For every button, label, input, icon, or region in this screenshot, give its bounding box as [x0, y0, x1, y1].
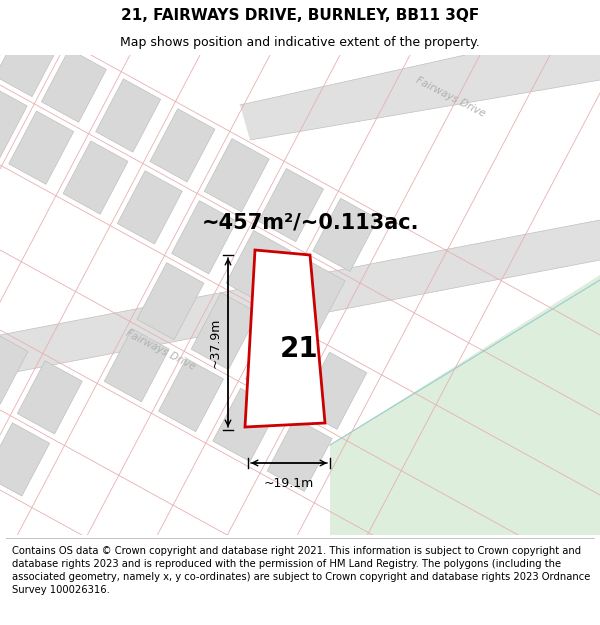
Text: 21: 21	[280, 335, 318, 362]
Text: Contains OS data © Crown copyright and database right 2021. This information is : Contains OS data © Crown copyright and d…	[12, 546, 590, 596]
Text: ~19.1m: ~19.1m	[264, 477, 314, 490]
Polygon shape	[245, 322, 313, 399]
Polygon shape	[240, 25, 600, 140]
Text: Fairways Drive: Fairways Drive	[413, 75, 487, 119]
Polygon shape	[63, 141, 128, 214]
Polygon shape	[150, 109, 215, 182]
Polygon shape	[226, 231, 291, 304]
Polygon shape	[313, 198, 378, 271]
Polygon shape	[104, 329, 169, 402]
Text: ~37.9m: ~37.9m	[209, 318, 222, 368]
Text: ~457m²/~0.113ac.: ~457m²/~0.113ac.	[201, 213, 419, 233]
Polygon shape	[0, 331, 28, 404]
Polygon shape	[158, 359, 224, 432]
Polygon shape	[0, 23, 60, 97]
Polygon shape	[41, 49, 106, 122]
Text: 21, FAIRWAYS DRIVE, BURNLEY, BB11 3QF: 21, FAIRWAYS DRIVE, BURNLEY, BB11 3QF	[121, 8, 479, 23]
Polygon shape	[330, 275, 600, 535]
Polygon shape	[280, 261, 345, 334]
Polygon shape	[191, 292, 258, 369]
Polygon shape	[17, 361, 82, 434]
Polygon shape	[259, 169, 323, 242]
Polygon shape	[0, 220, 600, 375]
Polygon shape	[204, 139, 269, 212]
Polygon shape	[118, 171, 182, 244]
Polygon shape	[137, 262, 204, 340]
Polygon shape	[267, 418, 332, 491]
Polygon shape	[245, 250, 325, 427]
Polygon shape	[172, 201, 236, 274]
Polygon shape	[9, 111, 74, 184]
Polygon shape	[213, 388, 278, 461]
Polygon shape	[0, 423, 50, 496]
Polygon shape	[95, 79, 161, 152]
Polygon shape	[0, 86, 27, 159]
Polygon shape	[300, 352, 367, 429]
Text: Fairways Drive: Fairways Drive	[124, 328, 196, 372]
Text: Map shows position and indicative extent of the property.: Map shows position and indicative extent…	[120, 36, 480, 49]
